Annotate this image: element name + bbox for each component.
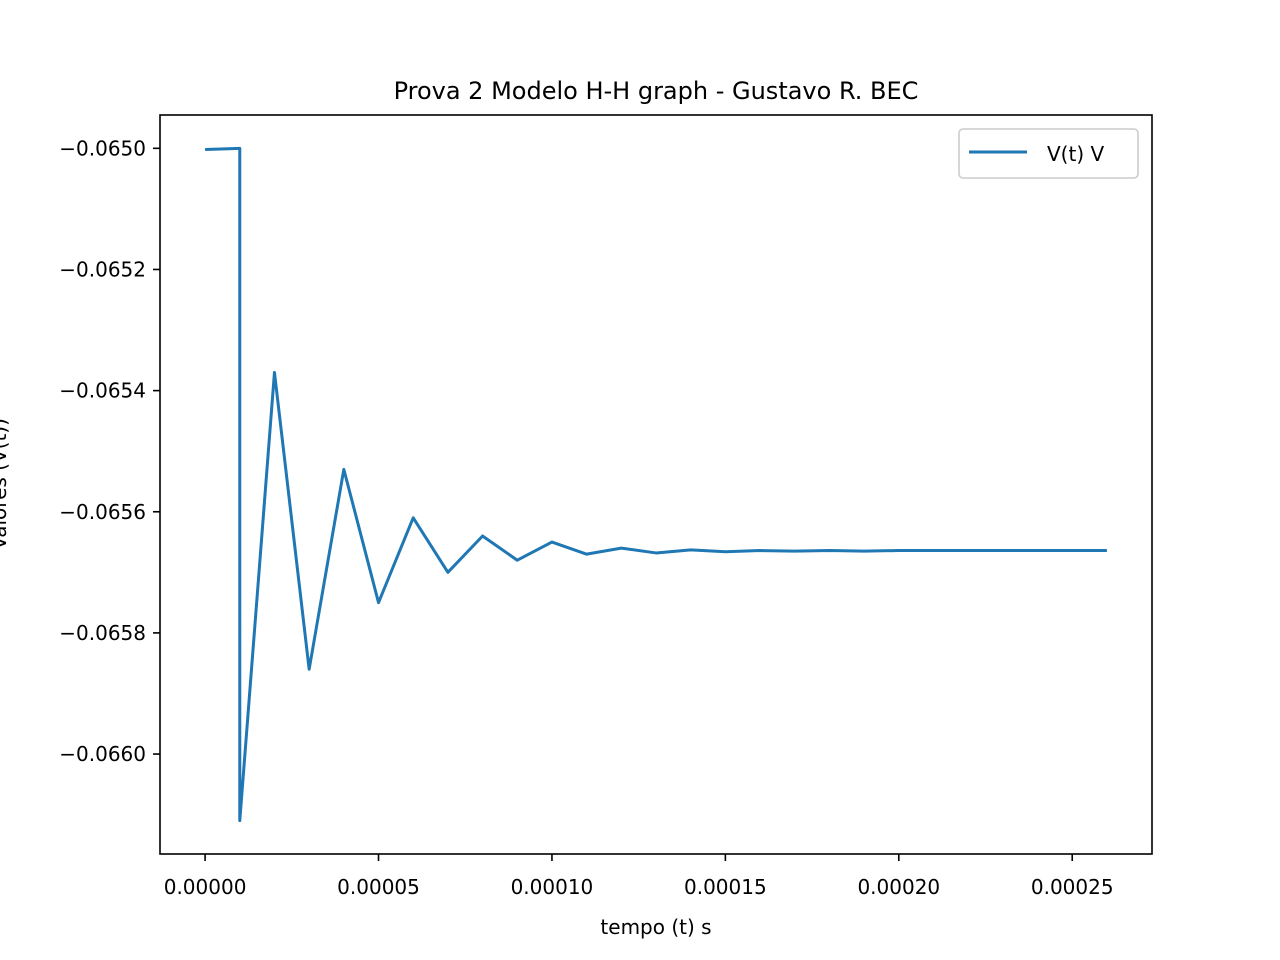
chart-title: Prova 2 Modelo H-H graph - Gustavo R. BE…: [394, 77, 919, 105]
x-tick-label: 0.00025: [1031, 875, 1114, 899]
legend-frame: [958, 128, 1139, 179]
plot-frame: [159, 114, 1153, 855]
y-axis-ticks: −0.0650 −0.0652 −0.0654 −0.0656 −0.0658 −0.06…: [59, 136, 160, 766]
legend-label: V(t) V: [1047, 142, 1104, 166]
y-axis-label: Valores (V(t)): [0, 418, 11, 550]
x-tick-label: 0.00020: [857, 875, 940, 899]
x-axis-ticks: 0.00000 0.00005 0.00010 0.00015 0.00020 0.000…: [164, 854, 1114, 899]
legend: V(t) V: [958, 128, 1139, 179]
y-tick-label: −0.0650: [59, 136, 146, 160]
y-tick-label: −0.0660: [59, 742, 146, 766]
y-tick-label: −0.0652: [59, 257, 146, 281]
x-tick-label: 0.00005: [337, 875, 420, 899]
x-tick-label: 0.00010: [511, 875, 594, 899]
x-tick-label: 0.00000: [164, 875, 247, 899]
y-tick-label: −0.0656: [59, 500, 146, 524]
series-layer: [205, 146, 1107, 823]
x-axis-label: tempo (t) s: [600, 915, 711, 939]
series-line: [205, 146, 1107, 823]
x-tick-label: 0.00015: [684, 875, 767, 899]
y-tick-label: −0.0654: [59, 379, 146, 403]
y-tick-label: −0.0658: [59, 621, 146, 645]
